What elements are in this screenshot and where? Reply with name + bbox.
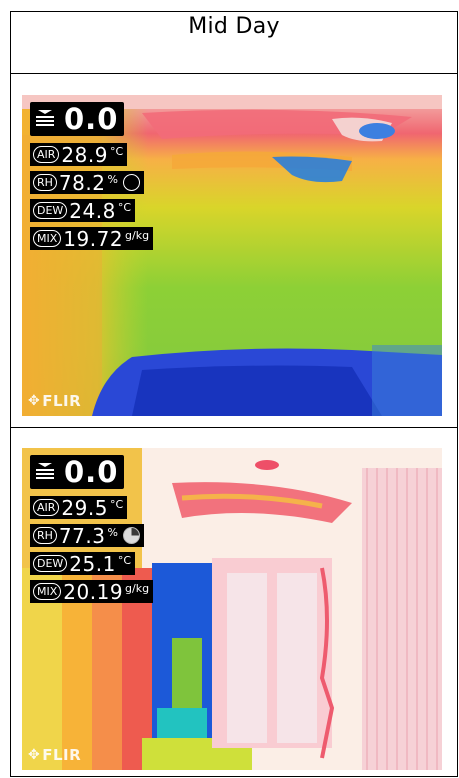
row-divider [10,427,458,428]
table-frame [10,11,458,777]
rh-row: RH 78.2 % [30,170,144,195]
mix-unit: g/kg [125,229,150,242]
air-value: 29.5 [61,495,108,520]
mix-row: MIX 19.72 g/kg [30,226,154,251]
rh-value: 78.2 [58,170,106,195]
air-value: 28.9 [61,142,108,167]
dew-label: DEW [33,202,68,219]
thermal-image-2: 0.0 AIR 29.5 °C RH 77.3 % DEW 25.1 °C MI… [22,448,442,770]
air-unit: °C [109,145,124,158]
rh-label: RH [33,174,57,191]
air-label: AIR [33,499,60,516]
flir-logo: ✥ FLIR [28,392,81,410]
dew-row: DEW 24.8 °C [30,198,136,223]
stack-icon [34,108,56,130]
mix-label: MIX [33,583,62,600]
dew-value: 25.1 [69,551,116,576]
flir-logo-icon: ✥ [28,393,41,409]
air-label: AIR [33,146,60,163]
row-divider [10,73,458,74]
main-reading: 0.0 [64,102,119,136]
rh-unit: % [107,173,118,186]
mix-unit: g/kg [125,582,150,595]
rh-unit: % [107,526,118,539]
dew-unit: °C [117,554,132,567]
column-header: Mid Day [188,14,280,39]
stack-icon [34,461,56,483]
dew-row: DEW 25.1 °C [30,551,136,576]
air-unit: °C [109,498,124,511]
flir-brand-text: FLIR [42,746,82,764]
flir-brand-text: FLIR [42,392,82,410]
dew-unit: °C [117,201,132,214]
flir-logo: ✥ FLIR [28,746,81,764]
reading-box: 0.0 [30,102,125,136]
mix-row: MIX 20.19 g/kg [30,579,154,604]
humidity-gauge-icon [122,174,140,191]
dew-value: 24.8 [69,198,116,223]
air-row: AIR 28.9 °C [30,142,128,167]
rh-row: RH 77.3 % [30,523,144,548]
thermal-image-bitmap [22,448,442,770]
reading-box: 0.0 [30,455,125,489]
thermal-image-1: 0.0 AIR 28.9 °C RH 78.2 % DEW 24.8 °C MI… [22,95,442,416]
mix-label: MIX [33,230,62,247]
main-reading: 0.0 [64,455,119,489]
rh-label: RH [33,527,57,544]
mix-value: 20.19 [63,579,124,604]
air-row: AIR 29.5 °C [30,495,128,520]
dew-label: DEW [33,555,68,572]
flir-logo-icon: ✥ [28,747,41,763]
rh-value: 77.3 [58,523,106,548]
mix-value: 19.72 [63,226,124,251]
humidity-gauge-icon [122,527,140,544]
